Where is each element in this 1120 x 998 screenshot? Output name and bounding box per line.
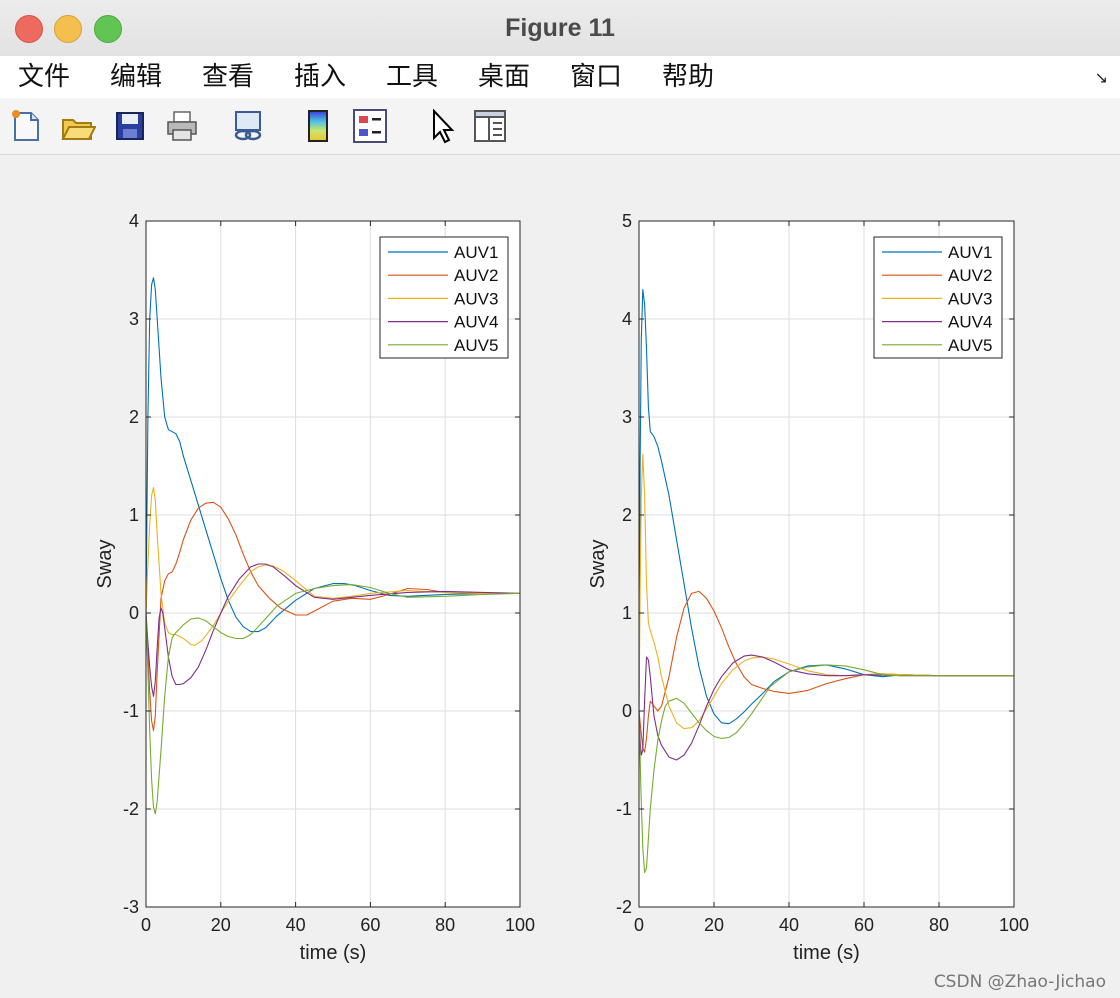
y-tick-label: 2 bbox=[622, 505, 632, 525]
new-figure-icon[interactable] bbox=[8, 108, 44, 144]
legend-label-auv1: AUV1 bbox=[948, 243, 992, 262]
legend: AUV1 AUV2 AUV3 AUV4 AUV5 bbox=[379, 236, 509, 359]
zoom-window-button[interactable] bbox=[94, 15, 122, 43]
legend-label-auv3: AUV3 bbox=[454, 289, 498, 308]
legend: AUV1 AUV2 AUV3 AUV4 AUV5 bbox=[873, 236, 1003, 359]
x-tick-label: 0 bbox=[634, 915, 644, 935]
menu-bar: 文件 编辑 查看 插入 工具 桌面 窗口 帮助 ↘ bbox=[0, 56, 1120, 99]
y-axis-label: Sway bbox=[94, 540, 116, 589]
series-line-auv5 bbox=[639, 664, 1014, 874]
series-line-auv5 bbox=[146, 584, 520, 815]
y-tick-label: 4 bbox=[129, 211, 139, 231]
menu-edit[interactable]: 编辑 bbox=[110, 62, 163, 92]
menu-view[interactable]: 查看 bbox=[202, 62, 255, 92]
menu-file[interactable]: 文件 bbox=[18, 62, 71, 92]
figure-toolbar bbox=[0, 98, 1120, 155]
window-titlebar: Figure 11 bbox=[0, 0, 1120, 57]
y-tick-label: 3 bbox=[622, 407, 632, 427]
window-title: Figure 11 bbox=[505, 14, 615, 42]
x-axis-label: time (s) bbox=[793, 942, 860, 964]
pointer-icon[interactable] bbox=[424, 108, 460, 144]
colorbar-icon[interactable] bbox=[300, 108, 336, 144]
y-tick-label: 5 bbox=[622, 211, 632, 231]
x-tick-label: 100 bbox=[505, 915, 535, 935]
x-tick-label: 20 bbox=[211, 915, 231, 935]
y-tick-label: -1 bbox=[616, 799, 632, 819]
x-tick-label: 40 bbox=[286, 915, 306, 935]
x-tick-label: 40 bbox=[779, 915, 799, 935]
series-line-auv4 bbox=[146, 563, 520, 697]
x-tick-label: 80 bbox=[435, 915, 455, 935]
axes-box bbox=[638, 220, 1015, 908]
x-tick-label: 0 bbox=[141, 915, 151, 935]
axes-box bbox=[145, 220, 521, 908]
menu-help[interactable]: 帮助 bbox=[662, 62, 715, 92]
y-tick-label: 4 bbox=[622, 309, 632, 329]
series-line-auv1 bbox=[639, 289, 1014, 725]
legend-label-auv5: AUV5 bbox=[948, 336, 992, 355]
x-tick-label: 20 bbox=[704, 915, 724, 935]
x-tick-label: 100 bbox=[999, 915, 1029, 935]
watermark: CSDN @Zhao-Jichao bbox=[933, 972, 1106, 992]
minimize-window-button[interactable] bbox=[54, 15, 82, 43]
menu-insert[interactable]: 插入 bbox=[294, 62, 347, 92]
series-lines bbox=[639, 289, 1014, 874]
series-line-auv4 bbox=[639, 654, 1014, 761]
legend-label-auv1: AUV1 bbox=[454, 243, 498, 262]
legend-box bbox=[379, 236, 509, 359]
legend-label-auv3: AUV3 bbox=[948, 289, 992, 308]
legend-label-auv5: AUV5 bbox=[454, 336, 498, 355]
y-tick-label: 2 bbox=[129, 407, 139, 427]
y-tick-label: -1 bbox=[123, 701, 139, 721]
y-tick-label: -3 bbox=[123, 897, 139, 917]
menu-tools[interactable]: 工具 bbox=[386, 62, 439, 92]
series-lines bbox=[146, 277, 520, 815]
y-tick-label: -2 bbox=[616, 897, 632, 917]
legend-box bbox=[873, 236, 1003, 359]
y-tick-label: -2 bbox=[123, 799, 139, 819]
y-tick-label: 0 bbox=[622, 701, 632, 721]
y-tick-label: 0 bbox=[129, 603, 139, 623]
dock-arrow-icon[interactable]: ↘ bbox=[1094, 70, 1108, 87]
legend-label-auv4: AUV4 bbox=[454, 313, 498, 332]
legend-label-auv2: AUV2 bbox=[454, 266, 498, 285]
menu-desktop[interactable]: 桌面 bbox=[478, 62, 531, 92]
legend-label-auv4: AUV4 bbox=[948, 313, 992, 332]
save-icon[interactable] bbox=[112, 108, 148, 144]
series-line-auv3 bbox=[146, 487, 520, 646]
series-line-auv2 bbox=[639, 590, 1014, 753]
y-tick-label: 3 bbox=[129, 309, 139, 329]
y-tick-label: 1 bbox=[129, 505, 139, 525]
x-tick-label: 60 bbox=[854, 915, 874, 935]
x-tick-label: 60 bbox=[360, 915, 380, 935]
close-window-button[interactable] bbox=[15, 15, 43, 43]
menu-window[interactable]: 窗口 bbox=[570, 62, 623, 92]
series-line-auv2 bbox=[146, 501, 520, 732]
y-tick-label: 1 bbox=[622, 603, 632, 623]
open-file-icon[interactable] bbox=[60, 108, 96, 144]
link-plot-icon[interactable] bbox=[230, 108, 266, 144]
x-axis-label: time (s) bbox=[300, 942, 367, 964]
print-icon[interactable] bbox=[164, 108, 200, 144]
legend-label-auv2: AUV2 bbox=[948, 266, 992, 285]
legend-icon[interactable] bbox=[352, 108, 388, 144]
property-editor-icon[interactable] bbox=[472, 108, 508, 144]
x-tick-label: 80 bbox=[929, 915, 949, 935]
y-axis-label: Sway bbox=[587, 540, 609, 589]
